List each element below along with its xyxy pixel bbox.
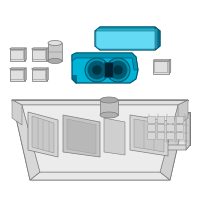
Polygon shape (178, 100, 188, 125)
Polygon shape (32, 69, 46, 81)
FancyBboxPatch shape (11, 50, 23, 60)
FancyBboxPatch shape (176, 133, 184, 139)
Ellipse shape (48, 58, 62, 64)
Polygon shape (32, 49, 46, 61)
Polygon shape (153, 59, 171, 60)
Polygon shape (130, 115, 168, 156)
FancyBboxPatch shape (148, 117, 155, 123)
Circle shape (106, 58, 130, 82)
Polygon shape (186, 112, 190, 150)
Polygon shape (160, 100, 188, 180)
Polygon shape (22, 105, 178, 172)
FancyBboxPatch shape (104, 62, 114, 77)
Polygon shape (12, 100, 22, 125)
Circle shape (85, 58, 109, 82)
Polygon shape (24, 68, 26, 81)
Polygon shape (46, 48, 48, 61)
Polygon shape (63, 115, 100, 157)
FancyBboxPatch shape (148, 133, 155, 139)
Polygon shape (72, 53, 138, 70)
Polygon shape (134, 119, 164, 152)
Polygon shape (10, 48, 26, 49)
Ellipse shape (48, 40, 62, 46)
Polygon shape (48, 43, 62, 61)
FancyBboxPatch shape (96, 28, 158, 48)
Polygon shape (46, 68, 48, 81)
Polygon shape (95, 27, 160, 50)
Circle shape (113, 65, 123, 75)
Polygon shape (72, 75, 76, 83)
Polygon shape (72, 53, 138, 83)
Polygon shape (30, 172, 170, 180)
Polygon shape (153, 60, 169, 73)
Polygon shape (12, 100, 188, 180)
Polygon shape (24, 48, 26, 61)
Polygon shape (32, 48, 48, 49)
FancyBboxPatch shape (148, 125, 155, 131)
Ellipse shape (100, 112, 118, 118)
Polygon shape (10, 69, 24, 81)
Ellipse shape (100, 97, 118, 103)
Polygon shape (32, 116, 54, 153)
FancyBboxPatch shape (176, 125, 184, 131)
Polygon shape (95, 27, 160, 31)
Polygon shape (12, 100, 40, 180)
Polygon shape (100, 100, 118, 115)
FancyBboxPatch shape (154, 62, 168, 72)
Polygon shape (10, 68, 26, 69)
FancyBboxPatch shape (167, 117, 174, 123)
Polygon shape (142, 112, 190, 145)
FancyBboxPatch shape (167, 133, 174, 139)
Circle shape (92, 65, 102, 75)
Polygon shape (155, 27, 160, 50)
FancyBboxPatch shape (157, 117, 165, 123)
FancyBboxPatch shape (157, 133, 165, 139)
Polygon shape (169, 59, 171, 73)
FancyBboxPatch shape (33, 70, 45, 80)
FancyBboxPatch shape (11, 70, 23, 80)
Circle shape (88, 61, 106, 79)
FancyBboxPatch shape (157, 125, 165, 131)
FancyBboxPatch shape (167, 125, 174, 131)
Polygon shape (12, 100, 188, 105)
FancyBboxPatch shape (176, 117, 184, 123)
Polygon shape (32, 68, 48, 69)
Polygon shape (104, 118, 125, 155)
Polygon shape (28, 112, 58, 157)
FancyBboxPatch shape (33, 50, 45, 60)
Polygon shape (142, 145, 190, 150)
Polygon shape (10, 49, 24, 61)
Polygon shape (67, 119, 96, 154)
Circle shape (109, 61, 127, 79)
